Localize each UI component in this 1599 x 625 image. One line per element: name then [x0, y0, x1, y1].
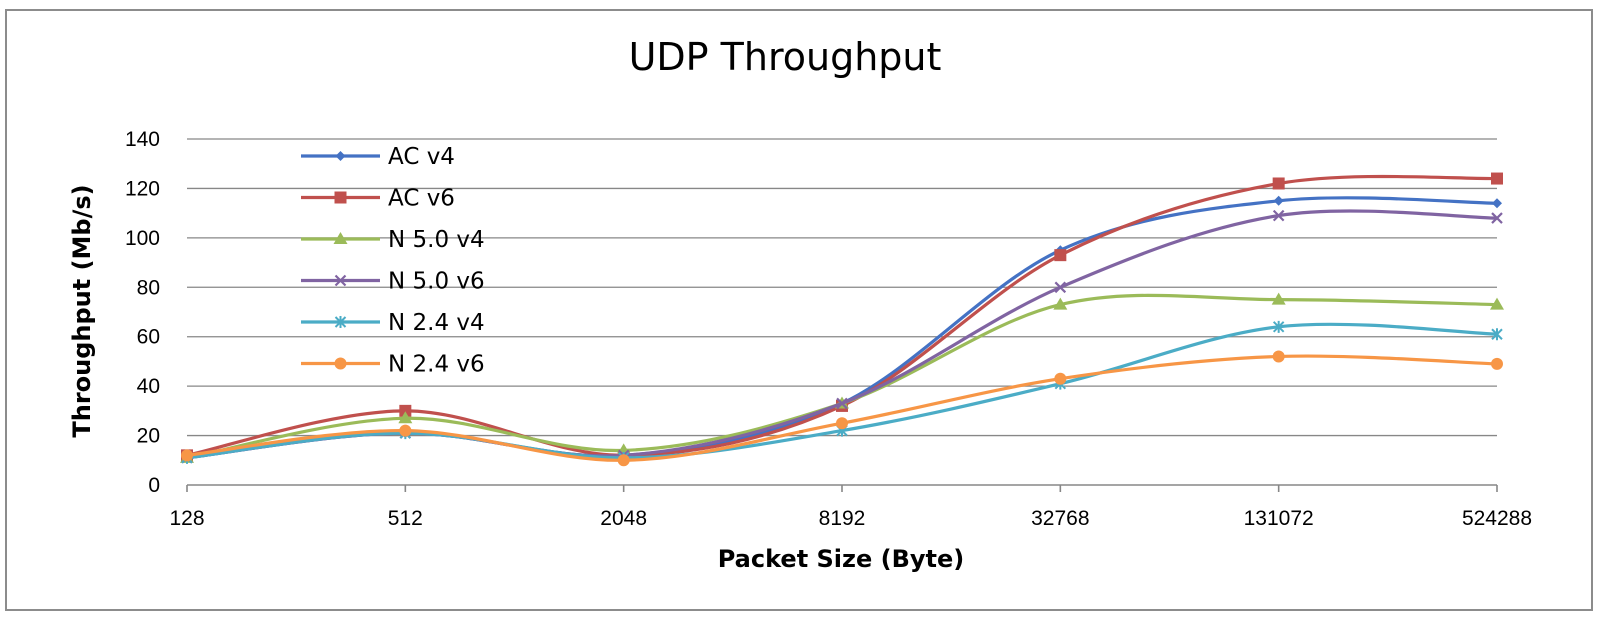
series-group	[180, 172, 1504, 467]
legend-label: N 5.0 v4	[388, 227, 485, 253]
x-axis-title: Packet Size (Byte)	[718, 545, 965, 573]
legend-label: AC v4	[388, 144, 455, 170]
x-tick-label: 131072	[1244, 507, 1314, 530]
data-point	[836, 397, 848, 410]
data-point	[399, 404, 412, 417]
legend-item: N 2.4 v4	[301, 310, 485, 336]
series-n-2-4-v6	[181, 350, 1503, 467]
x-tick-label: 32768	[1031, 507, 1089, 530]
data-point	[1272, 320, 1285, 333]
data-point	[1272, 177, 1285, 190]
data-point	[1053, 297, 1068, 310]
x-tick-label: 8192	[819, 507, 866, 530]
chart-title: UDP Throughput	[629, 35, 942, 79]
y-tick-label: 20	[137, 425, 160, 448]
data-point	[1054, 249, 1067, 262]
data-point	[836, 417, 848, 430]
legend-marker	[334, 357, 347, 370]
y-tick-label: 80	[137, 276, 160, 299]
legend-label: N 5.0 v6	[388, 269, 485, 295]
data-point	[1491, 172, 1503, 185]
x-tick-label: 512	[388, 507, 423, 530]
legend-item: N 2.4 v6	[301, 352, 485, 378]
data-point	[1271, 292, 1286, 305]
legend-marker	[334, 316, 347, 328]
legend-marker	[334, 274, 347, 287]
data-point	[1272, 350, 1285, 363]
legend-marker	[334, 191, 347, 204]
y-tick-label: 120	[125, 177, 160, 200]
legend-label: N 2.4 v6	[388, 352, 485, 378]
x-tick-label: 2048	[600, 507, 647, 530]
data-point	[1054, 281, 1067, 294]
legend: AC v4 AC v6 N 5.0 v4 N 5.0 v6 N 2.4 v4 N 2.4 …	[301, 144, 485, 378]
y-tick-label: 140	[125, 128, 160, 151]
legend-marker	[335, 151, 346, 161]
data-point	[1272, 209, 1285, 222]
legend-item: AC v6	[301, 186, 455, 212]
axes: 0 20 40 60 80 100 120 140 128 512 2048 8192 32768 131…	[125, 128, 1532, 530]
legend-label: AC v6	[388, 186, 455, 212]
x-tick-label: 524288	[1462, 507, 1532, 530]
y-tick-label: 60	[137, 326, 160, 349]
data-point	[1491, 328, 1503, 341]
data-point	[398, 411, 413, 424]
data-point	[1273, 195, 1284, 206]
data-point	[1491, 357, 1503, 370]
y-tick-label: 100	[125, 227, 160, 250]
y-tick-label: 0	[148, 474, 160, 497]
data-point	[1054, 372, 1067, 385]
data-point	[1492, 198, 1502, 209]
y-axis-title: Throughput (Mb/s)	[68, 184, 96, 437]
data-point	[399, 424, 412, 437]
data-point	[1491, 212, 1503, 224]
x-tick-label: 128	[169, 507, 204, 530]
legend-item: AC v4	[301, 144, 455, 170]
legend-item: N 5.0 v6	[301, 269, 485, 295]
y-tick-label: 40	[137, 375, 160, 398]
data-point	[617, 454, 630, 467]
data-point	[1490, 297, 1504, 310]
data-point	[181, 449, 193, 462]
chart-border	[5, 9, 1593, 611]
gridlines	[187, 138, 1497, 437]
legend-marker	[333, 232, 348, 244]
legend-label: N 2.4 v4	[388, 310, 485, 336]
legend-item: N 5.0 v4	[301, 227, 485, 253]
